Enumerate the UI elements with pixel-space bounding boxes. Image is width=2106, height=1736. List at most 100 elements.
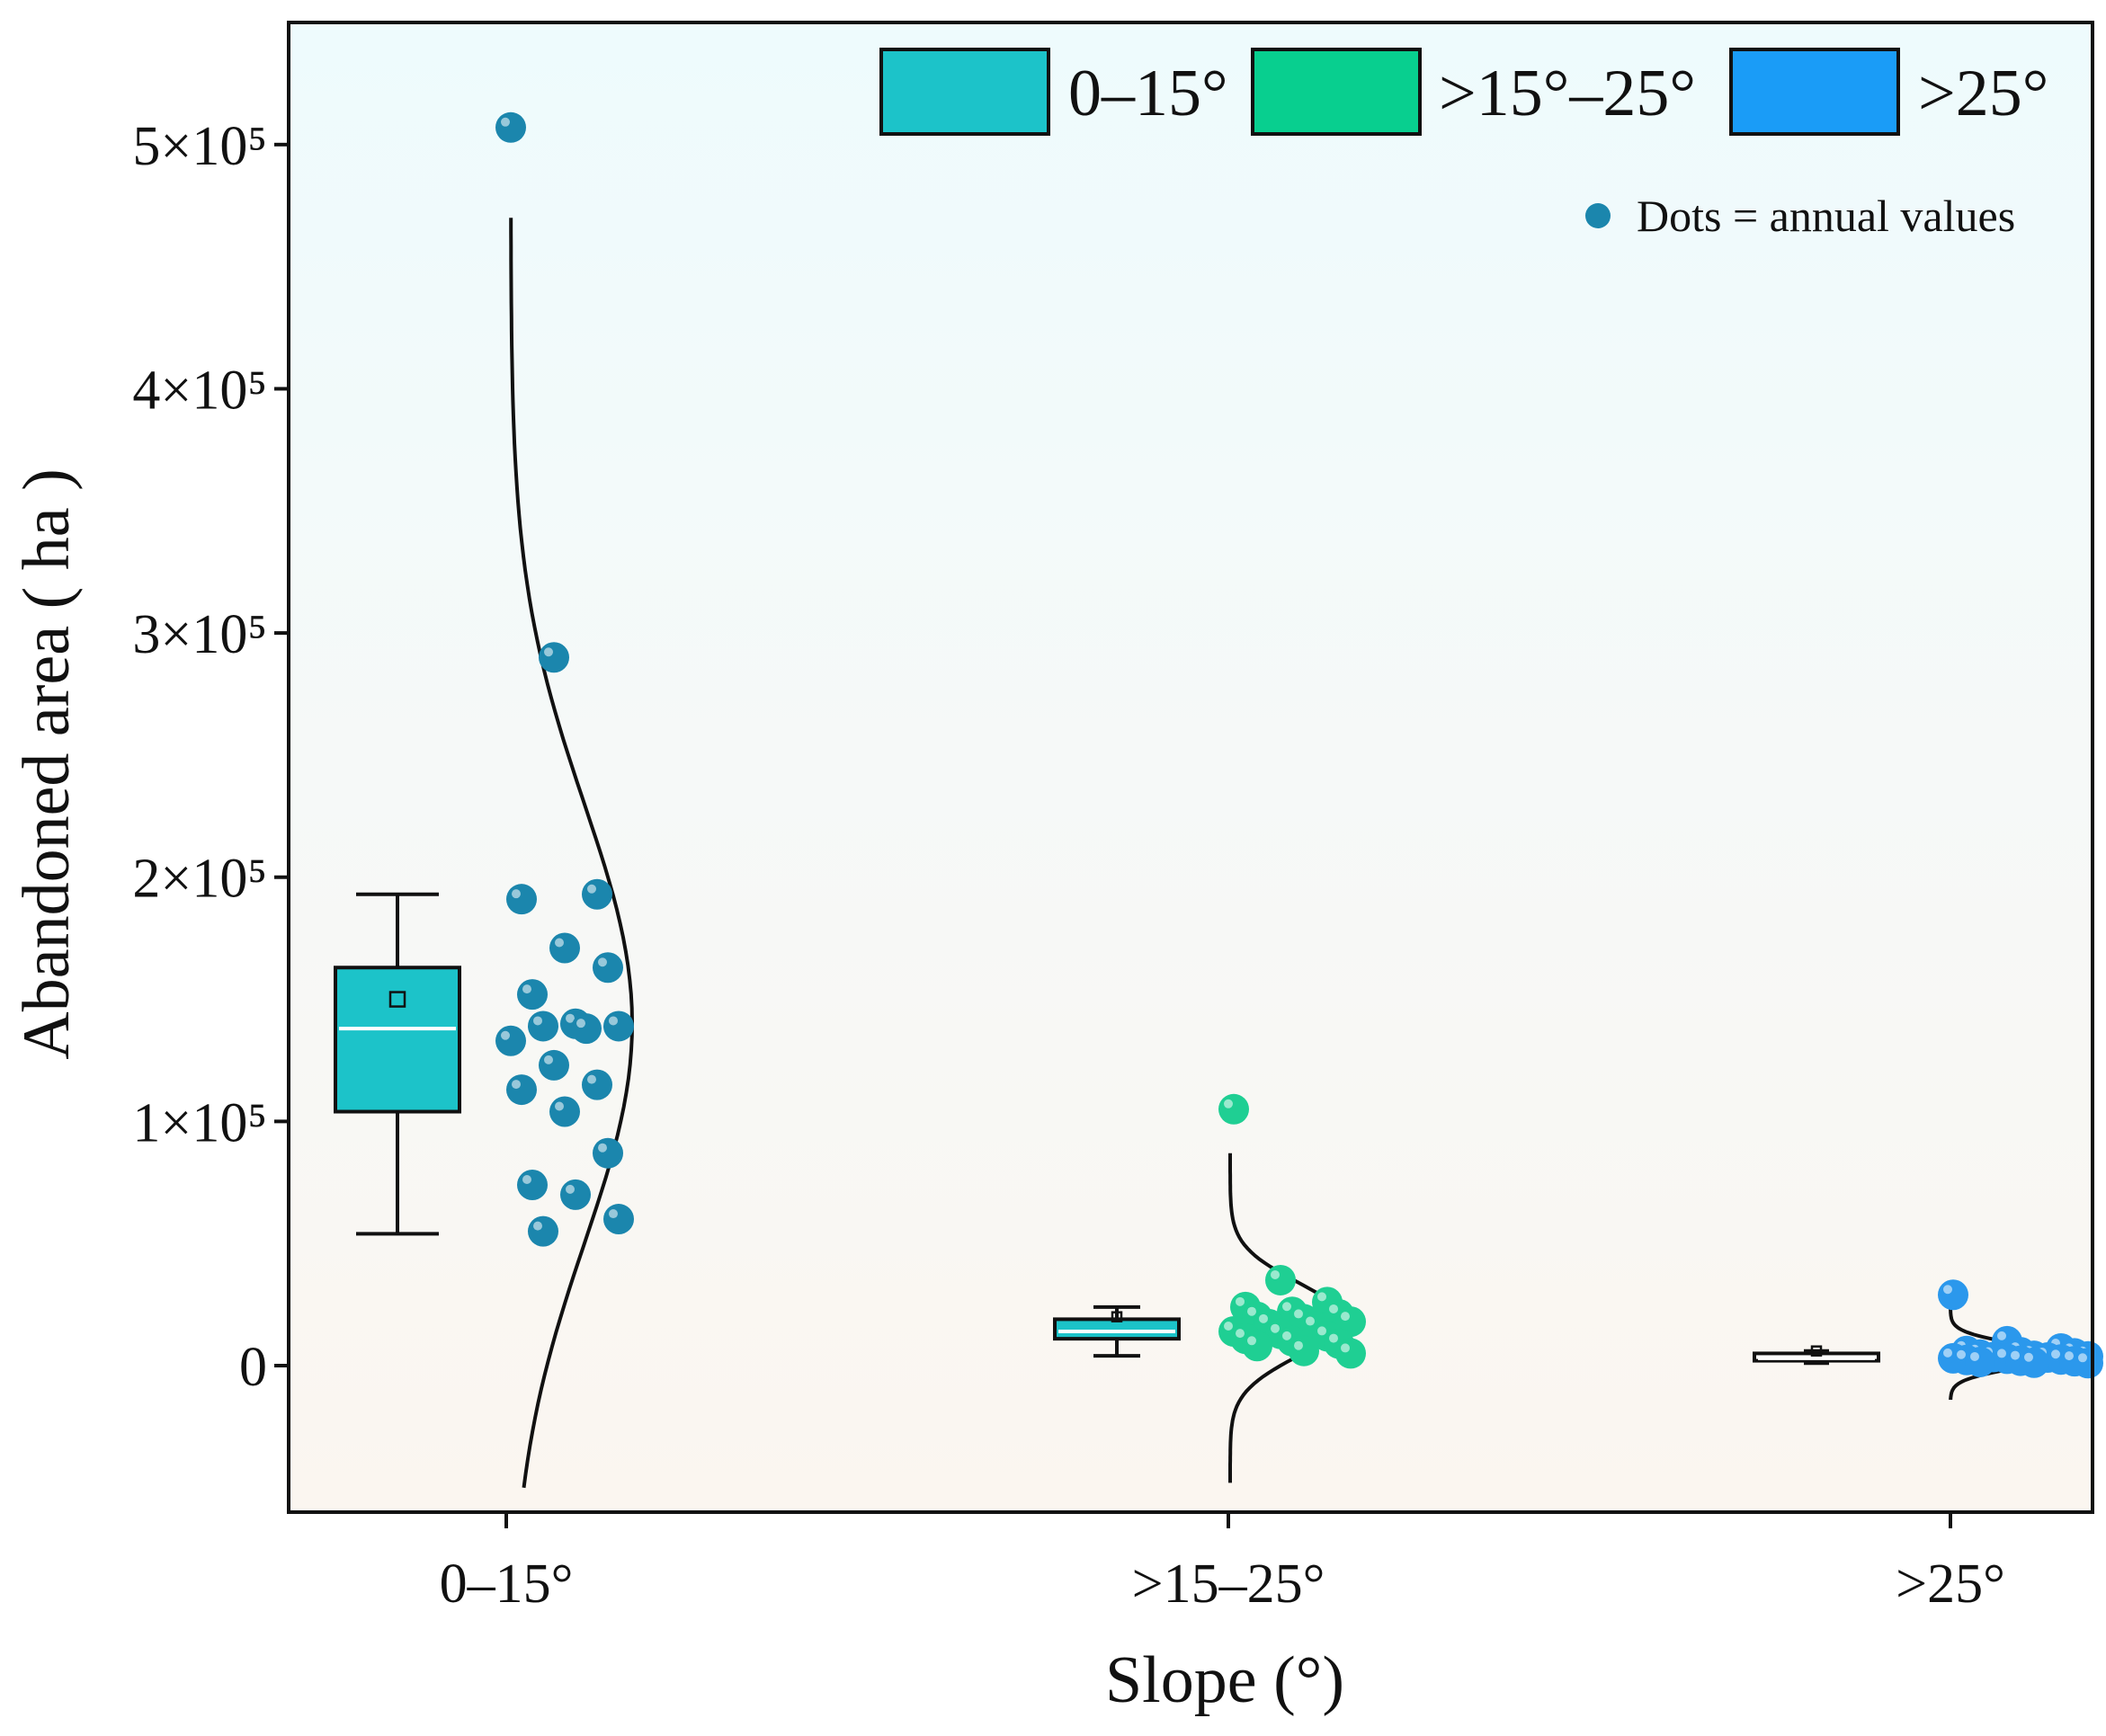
data-point <box>528 1010 558 1042</box>
point-highlight <box>587 884 596 894</box>
y-axis-title: Abandoned area ( ha ) <box>10 468 84 1059</box>
data-point <box>517 1170 548 1201</box>
point-body <box>549 1096 580 1127</box>
point-highlight <box>555 938 564 948</box>
plot-background <box>289 22 2093 1512</box>
data-point <box>571 1013 602 1045</box>
point-highlight <box>544 647 553 657</box>
x-tick-label: >15–25° <box>1132 1553 1325 1615</box>
point-highlight <box>609 1016 618 1026</box>
point-highlight <box>1224 1321 1233 1331</box>
data-point <box>1242 1331 1272 1362</box>
point-highlight <box>522 1175 531 1185</box>
point-highlight <box>533 1221 542 1231</box>
point-highlight <box>1341 1312 1350 1322</box>
mean-marker <box>1810 1345 1823 1357</box>
data-point <box>582 878 612 910</box>
data-point <box>582 1069 612 1100</box>
data-point <box>506 884 537 915</box>
legend-label-3: >25° <box>1918 57 2048 130</box>
point-highlight <box>566 1013 575 1023</box>
point-body <box>1938 1279 1968 1311</box>
plot-frame <box>287 21 2094 1514</box>
x-axis: 0–15° >15–25° >25° <box>440 1512 2005 1615</box>
point-highlight <box>1997 1349 2006 1358</box>
legend-dot-marker <box>1585 203 1611 228</box>
y-tick-label: 0 <box>239 1337 267 1398</box>
point-highlight <box>1259 1313 1268 1323</box>
point-body <box>495 1025 526 1056</box>
point-body <box>528 1010 558 1042</box>
point-body <box>2073 1348 2103 1379</box>
point-highlight <box>1247 1336 1256 1346</box>
point-highlight <box>544 1055 553 1064</box>
point-highlight <box>501 117 510 127</box>
point-body <box>571 1013 602 1045</box>
point-body <box>1965 1346 1995 1377</box>
data-point <box>1289 1335 1319 1367</box>
point-body <box>560 1179 591 1210</box>
data-point <box>495 111 526 143</box>
point-highlight <box>2078 1353 2087 1363</box>
point-body <box>1289 1335 1319 1367</box>
point-highlight <box>1247 1306 1256 1316</box>
data-point <box>1965 1346 1995 1377</box>
data-point <box>549 932 580 964</box>
point-highlight <box>1341 1343 1350 1353</box>
point-highlight <box>1997 1331 2006 1340</box>
legend-swatch-1 <box>879 48 1050 136</box>
point-highlight <box>1943 1348 1952 1358</box>
data-points <box>495 111 2103 1379</box>
point-highlight <box>2011 1350 2020 1360</box>
point-body <box>539 1049 569 1081</box>
point-highlight <box>1294 1309 1303 1319</box>
x-tick-label: 0–15° <box>440 1553 574 1615</box>
point-highlight <box>2065 1351 2074 1361</box>
point-body <box>603 1010 634 1042</box>
point-highlight <box>1306 1316 1315 1326</box>
data-point <box>528 1215 558 1247</box>
data-point <box>495 1025 526 1056</box>
point-highlight <box>1271 1323 1280 1333</box>
point-highlight <box>1317 1292 1326 1302</box>
point-highlight <box>1282 1302 1291 1312</box>
mean-marker <box>1111 1311 1123 1322</box>
data-point <box>1335 1338 1366 1369</box>
point-highlight <box>512 1080 521 1090</box>
point-body <box>582 878 612 910</box>
point-body <box>506 1074 537 1106</box>
data-point <box>2019 1347 2049 1378</box>
data-point <box>603 1204 634 1235</box>
data-point <box>539 1049 569 1081</box>
point-body <box>506 884 537 915</box>
point-body <box>549 932 580 964</box>
data-point <box>560 1179 591 1210</box>
point-highlight <box>1282 1331 1291 1340</box>
point-highlight <box>1294 1340 1303 1350</box>
data-point <box>506 1074 537 1106</box>
point-body <box>517 979 548 1010</box>
box-plot-1 <box>334 892 461 1236</box>
point-body <box>1265 1264 1296 1295</box>
point-body <box>603 1204 634 1235</box>
data-point <box>593 1137 623 1169</box>
point-body <box>2019 1347 2049 1378</box>
data-point <box>517 979 548 1010</box>
data-point <box>1218 1093 1249 1125</box>
y-axis: 0 1×10⁵ 2×10⁵ 3×10⁵ 4×10⁵ 5×10⁵ <box>132 116 289 1398</box>
y-tick-label: 1×10⁵ <box>132 1092 267 1153</box>
legend-label-1: 0–15° <box>1068 57 1228 130</box>
point-highlight <box>555 1101 564 1111</box>
point-highlight <box>1329 1333 1338 1343</box>
mean-marker <box>388 991 406 1008</box>
point-highlight <box>1271 1269 1280 1279</box>
legend-note: Dots = annual values <box>1637 191 2015 241</box>
legend: 0–15° >15°–25° >25° Dots = annual values <box>879 48 2048 241</box>
point-body <box>528 1215 558 1247</box>
point-highlight <box>566 1184 575 1194</box>
data-point <box>593 952 623 984</box>
point-highlight <box>512 889 521 899</box>
legend-label-2: >15°–25° <box>1439 57 1696 130</box>
point-highlight <box>1236 1296 1245 1306</box>
